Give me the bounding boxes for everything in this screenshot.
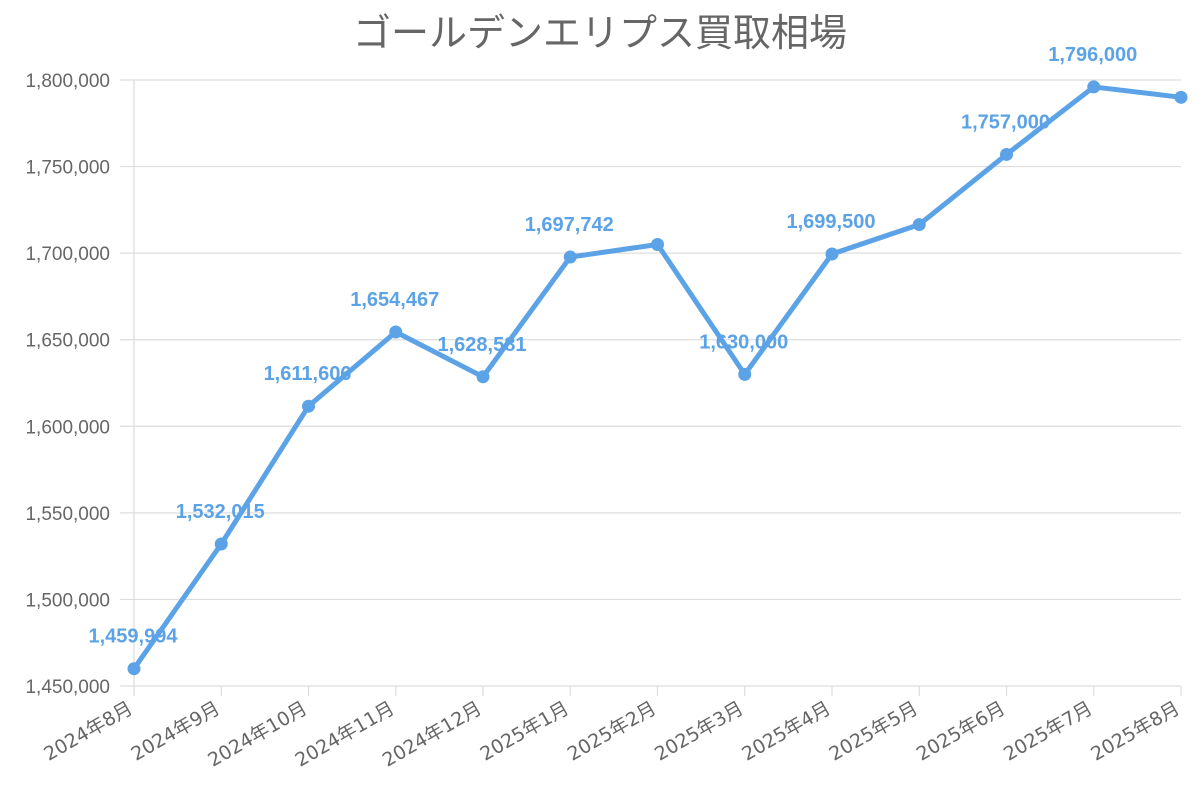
y-tick-label: 1,600,000 <box>25 417 110 438</box>
data-label: 1,532,015 <box>176 501 265 523</box>
data-point <box>476 370 490 384</box>
x-tick-label: 2024年8月 <box>40 697 136 765</box>
y-tick-label: 1,800,000 <box>25 71 110 92</box>
y-axis: 1,450,000 1,500,000 1,550,000 1,600,000 1,65… <box>25 71 110 698</box>
data-point <box>738 367 752 381</box>
y-tick-label: 1,700,000 <box>25 244 110 265</box>
data-label: 1,459,994 <box>89 626 179 648</box>
x-tick-label: 2025年3月 <box>651 697 747 765</box>
data-point <box>651 237 664 251</box>
x-tick-label: 2025年5月 <box>825 697 921 765</box>
x-axis: 2024年8月2024年9月2024年10月2024年11月2024年12月20… <box>40 686 1184 772</box>
data-point <box>563 250 577 264</box>
data-label: 1,630,000 <box>699 331 788 353</box>
data-point <box>214 537 228 551</box>
data-point <box>302 399 315 413</box>
y-tick-label: 1,550,000 <box>25 504 110 525</box>
x-tick-label: 2025年1月 <box>476 697 572 765</box>
data-label: 1,796,000 <box>1048 44 1137 66</box>
data-label: 1,654,467 <box>350 289 439 311</box>
data-point <box>1174 90 1188 104</box>
y-tick-label: 1,500,000 <box>25 590 110 611</box>
data-labels: 1,459,994 1,532,015 1,611,606 1,654,467 1,62… <box>89 44 1138 648</box>
y-tick-label: 1,750,000 <box>25 158 110 179</box>
data-point <box>1000 147 1013 161</box>
data-point <box>389 325 403 339</box>
data-point <box>912 218 926 232</box>
x-tick-label: 2025年6月 <box>913 697 1009 765</box>
data-label: 1,699,500 <box>787 211 876 233</box>
x-tick-label: 2025年2月 <box>564 697 660 765</box>
data-point <box>127 662 141 676</box>
data-label: 1,611,606 <box>264 363 352 385</box>
data-point <box>1087 80 1101 94</box>
x-tick-label: 2025年8月 <box>1087 697 1183 765</box>
y-tick-label: 1,450,000 <box>25 677 110 698</box>
chart-title: ゴールデンエリプス買取相場 <box>352 11 847 55</box>
x-tick-label: 2024年12月 <box>379 697 486 771</box>
data-point <box>825 247 839 261</box>
data-label: 1,757,000 <box>961 111 1050 133</box>
data-label: 1,628,581 <box>438 334 527 356</box>
x-tick-label: 2025年7月 <box>1000 697 1096 765</box>
x-tick-label: 2025年4月 <box>738 697 834 765</box>
series-layer <box>127 80 1188 676</box>
y-tick-label: 1,650,000 <box>25 331 110 352</box>
grid-lines <box>120 79 1181 696</box>
data-label: 1,697,742 <box>525 214 614 236</box>
